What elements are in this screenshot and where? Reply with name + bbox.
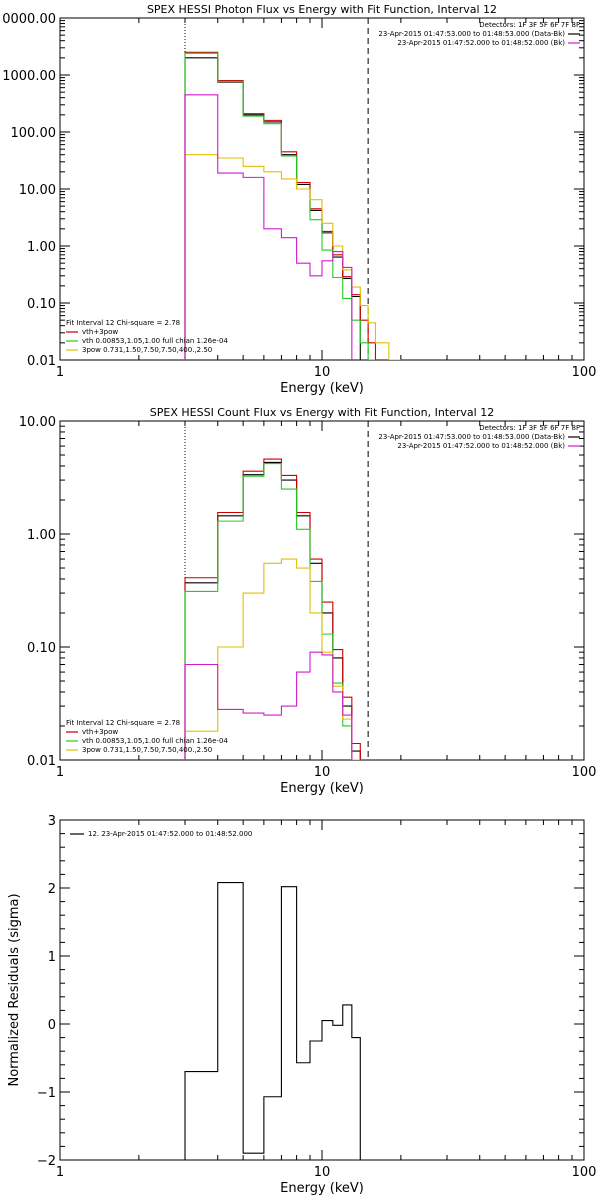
y-tick-label: −2 [37,1154,56,1169]
series-line-data-bk [184,461,361,760]
y-tick-label: 0.10 [27,641,56,656]
y-axis-label: Normalized Residuals (sigma) [7,893,22,1086]
x-tick-label: 1 [56,365,64,380]
series-line-bk [184,651,353,760]
legend-entry: 23-Apr-2015 01:47:52.000 to 01:48:52.000… [397,39,565,47]
y-tick-label: 1 [48,950,56,965]
y-tick-label: 10.00 [19,415,56,430]
x-axis-label: Energy (keV) [280,1181,364,1196]
y-tick-label: 100.00 [11,126,57,141]
y-tick-label: −1 [37,1086,56,1101]
series-line-residuals [184,882,361,1160]
x-tick-label: 1 [56,1165,64,1180]
traces [184,51,401,360]
series-line-3pow [184,154,401,360]
legend-header: Detectors: 1F 3F 5F 6F 7F 8F [479,21,580,29]
y-tick-label: 0.01 [27,754,56,769]
y-tick-label: 1.00 [27,528,56,543]
legend-entry: 23-Apr-2015 01:47:53.000 to 01:48:53.000… [378,30,565,38]
y-tick-label: 10.00 [19,183,56,198]
series-line-bk [184,94,353,360]
legend-entry: vth 0.00853,1.05,1.00 full chian 1.26e-0… [82,737,228,745]
x-tick-label: 100 [572,1165,597,1180]
panel-count-flux: SPEX HESSI Count Flux vs Energy with Fit… [19,406,597,796]
x-tick-label: 100 [572,365,597,380]
x-axis-label: Energy (keV) [280,381,364,396]
y-tick-label: 1.00 [27,240,56,255]
panel-photon-flux: SPEX HESSI Photon Flux vs Energy with Fi… [2,3,596,396]
legend-entry: 3pow 0.731,1.50,7.50,7.50,400.,2.50 [82,746,212,754]
x-axis-label: Energy (keV) [280,781,364,796]
series-line-vth-3pow [184,458,361,760]
x-tick-label: 1 [56,765,64,780]
chart-title: SPEX HESSI Count Flux vs Energy with Fit… [150,406,494,419]
legend-entry: vth 0.00853,1.05,1.00 full chian 1.26e-0… [82,337,228,345]
y-tick-label: 0000.00 [2,12,56,27]
panel-residuals: 1 10 100 Energy (keV) −2 −1 0 1 2 3 Normalized Res… [7,814,596,1196]
series-line-vth-3pow [184,51,377,360]
series-line-data-bk [184,57,361,360]
legend-header: Fit Interval 12 Chi-square = 2.78 [66,319,180,327]
legend-entry: 12. 23-Apr-2015 01:47:52.000 to 01:48:52… [88,830,252,838]
legend-entry: vth+3pow [82,328,118,336]
plot-frame [59,17,585,361]
y-tick-label: 0 [48,1018,56,1033]
x-tick-label: 10 [314,765,331,780]
y-tick-label: 0.01 [27,354,56,369]
legend-entry: 23-Apr-2015 01:47:52.000 to 01:48:52.000… [397,442,565,450]
legend-header: Fit Interval 12 Chi-square = 2.78 [66,719,180,727]
chart-title: SPEX HESSI Photon Flux vs Energy with Fi… [147,3,497,16]
y-tick-label: 1000.00 [2,69,56,84]
legend-entry: 3pow 0.731,1.50,7.50,7.50,400.,2.50 [82,346,212,354]
traces [184,882,361,1160]
y-tick-label: 0.10 [27,297,56,312]
y-tick-label: 3 [48,814,56,829]
legend-entry: vth+3pow [82,728,118,736]
series-line-vth [184,52,376,360]
legend-header: Detectors: 1F 3F 5F 6F 7F 8F [479,424,580,432]
traces [184,458,361,760]
legend-entry: 23-Apr-2015 01:47:53.000 to 01:48:53.000… [378,433,565,441]
plot-frame [59,819,585,1161]
y-tick-label: 2 [48,882,56,897]
series-line-3pow [184,558,361,760]
x-tick-label: 10 [314,365,331,380]
x-tick-label: 100 [572,765,597,780]
x-tick-label: 10 [314,1165,331,1180]
